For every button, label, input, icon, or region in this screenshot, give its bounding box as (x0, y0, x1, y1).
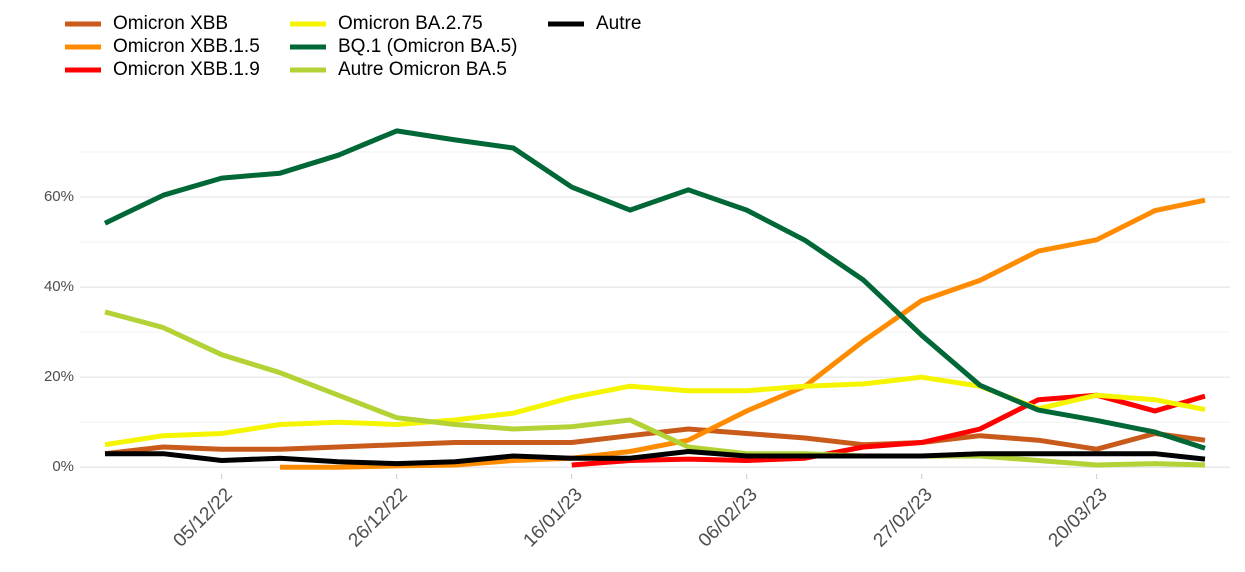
x-tick-label: 27/02/23 (870, 484, 937, 551)
y-tick-label: 40% (44, 278, 74, 295)
y-tick-label: 20% (44, 368, 74, 385)
x-tick-label: 20/03/23 (1045, 484, 1112, 551)
x-tick-label: 16/01/23 (520, 484, 587, 551)
legend-label: Omicron XBB.1.9 (113, 59, 260, 80)
x-tick-label: 05/12/22 (170, 484, 237, 551)
legend-label: Omicron XBB.1.5 (113, 36, 260, 57)
series-line (105, 449, 1206, 467)
legend-label: Autre Omicron BA.5 (338, 59, 507, 80)
series-line (103, 128, 1206, 451)
x-tick-label: 06/02/23 (695, 484, 762, 551)
legend-label: Autre (596, 13, 641, 34)
legend-label: Omicron BA.2.75 (338, 13, 483, 34)
legend-label: Omicron XBB (113, 13, 228, 34)
series-line (104, 309, 1206, 468)
legend-label: BQ.1 (Omicron BA.5) (338, 36, 518, 57)
y-tick-label: 0% (52, 458, 74, 475)
y-tick-label: 60% (44, 188, 74, 205)
series-line (280, 197, 1206, 470)
x-tick-label: 26/12/22 (345, 484, 412, 551)
